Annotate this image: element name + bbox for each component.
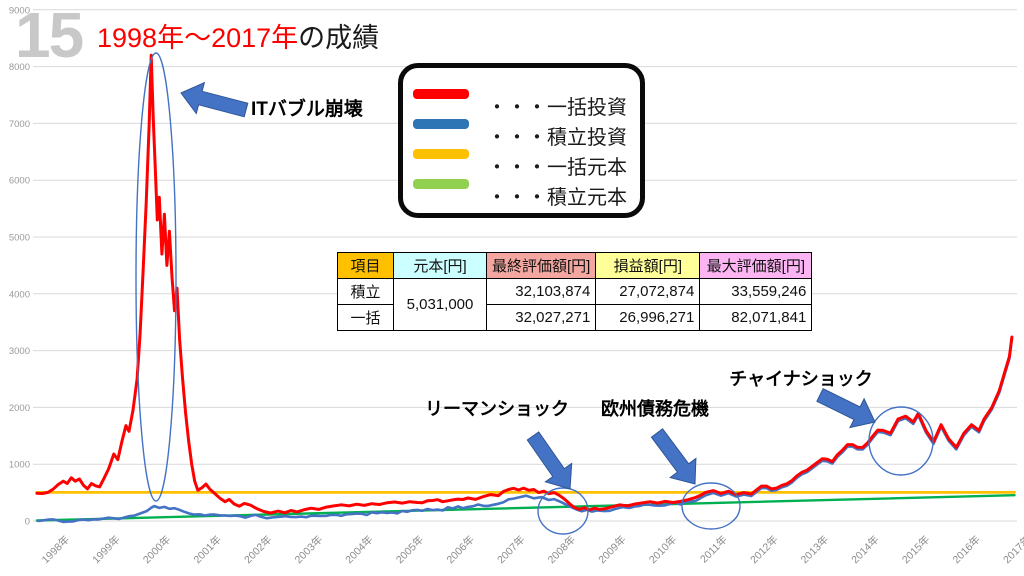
y-axis-label: 6000 (9, 176, 30, 187)
highlight-ellipse (868, 406, 934, 476)
x-axis-label: 2005年 (393, 533, 426, 566)
highlight-ellipse (537, 487, 589, 535)
highlight-ellipse (681, 482, 741, 530)
y-axis-label: 7000 (9, 119, 30, 130)
x-axis-label: 1999年 (90, 533, 123, 566)
page-title: 1998年～2017年の成績 (97, 16, 379, 55)
x-axis-label: 1998年 (39, 533, 72, 566)
x-axis-label: 2001年 (191, 533, 224, 566)
x-axis-label: 2017年 (1000, 533, 1024, 566)
page-title-suffix: の成績 (298, 23, 380, 53)
results-table: 項目 元本[円] 最終評価額[円] 損益額[円] 最大評価額[円] 積立 5,0… (337, 252, 813, 331)
y-axis-label: 8000 (9, 62, 30, 73)
x-axis-label: 2016年 (950, 533, 983, 566)
annotation-label: リーマンショック (425, 399, 569, 419)
cell-profit-lump-sum: 26,996,271 (595, 304, 701, 331)
legend-label: ・・・一括投資 (487, 97, 627, 119)
x-axis-label: 2015年 (899, 533, 932, 566)
annotation-arrow-icon (180, 81, 249, 118)
y-axis-label: 1000 (9, 460, 30, 471)
y-axis-label: 3000 (9, 346, 30, 357)
series-積立元本 (35, 494, 1016, 522)
cell-max-installment: 33,559,246 (699, 278, 813, 305)
table-header-item: 項目 (337, 252, 394, 279)
y-axis-label: 2000 (9, 403, 30, 414)
cell-item-installment: 積立 (337, 278, 394, 305)
annotation-label: チャイナショック (729, 369, 872, 389)
series-積立投資 (36, 337, 1014, 524)
table-header-final-value: 最終評価額[円] (485, 252, 597, 279)
table-header-principal: 元本[円] (393, 252, 487, 279)
annotation-label: ITバブル崩壊 (251, 97, 364, 120)
table-header-max-value: 最大評価額[円] (699, 252, 813, 279)
legend-swatch-blue (413, 119, 469, 129)
table-row-lump-sum: 一括 32,027,271 26,996,271 82,071,841 (337, 304, 813, 331)
cell-final-installment: 32,103,874 (485, 278, 597, 305)
annotation-arrow-icon (650, 428, 697, 485)
x-axis-label: 2013年 (798, 533, 831, 566)
x-axis-label: 2010年 (646, 533, 679, 566)
page-title-years: 1998年～2017年 (97, 23, 299, 53)
cell-principal: 5,031,000 (393, 278, 487, 331)
table-header-row: 項目 元本[円] 最終評価額[円] 損益額[円] 最大評価額[円] (337, 252, 813, 279)
cell-final-lump-sum: 32,027,271 (485, 304, 597, 331)
x-axis-label: 2009年 (596, 533, 629, 566)
cell-max-lump-sum: 82,071,841 (699, 304, 813, 331)
x-axis-label: 2006年 (444, 533, 477, 566)
legend-swatch-red (413, 89, 469, 99)
y-axis-label: 9000 (9, 5, 30, 16)
legend-label: ・・・一括元本 (487, 157, 627, 179)
x-axis-label: 2002年 (241, 533, 274, 566)
legend-label: ・・・積立投資 (487, 127, 627, 149)
x-axis-label: 2000年 (140, 533, 173, 566)
legend-box: ・・・一括投資 ・・・積立投資 ・・・一括元本 ・・・積立元本 (398, 63, 645, 218)
x-axis-label: 2008年 (545, 533, 578, 566)
x-axis-label: 2014年 (849, 533, 882, 566)
legend-swatch-green (413, 179, 469, 189)
x-axis-label: 2003年 (292, 533, 325, 566)
y-axis-label: 4000 (9, 289, 30, 300)
annotation-arrow-icon (526, 431, 573, 490)
cell-profit-installment: 27,072,874 (595, 278, 701, 305)
table-row-installment: 積立 5,031,000 32,103,874 27,072,874 33,55… (337, 278, 813, 331)
legend-item-lump-sum-investment: ・・・一括投資 (403, 86, 640, 119)
x-axis-label: 2012年 (747, 533, 780, 566)
x-axis-label: 2004年 (343, 533, 376, 566)
legend-item-installment-principal: ・・・積立元本 (403, 176, 640, 209)
y-axis-label: 0 (25, 517, 30, 528)
y-axis-label: 5000 (9, 233, 30, 244)
legend-item-installment-investment: ・・・積立投資 (403, 116, 640, 149)
cell-item-lump-sum: 一括 (337, 304, 394, 331)
legend-label: ・・・積立元本 (487, 187, 627, 209)
table-header-profit: 損益額[円] (595, 252, 701, 279)
page-number: 15 (15, 0, 84, 71)
annotation-label: 欧州債務危機 (601, 398, 709, 419)
x-axis-label: 2011年 (697, 533, 730, 566)
highlight-ellipse (135, 52, 177, 502)
legend-item-lump-sum-principal: ・・・一括元本 (403, 146, 640, 179)
annotation-arrow-icon (816, 388, 876, 429)
x-axis-label: 2007年 (494, 533, 527, 566)
legend-swatch-orange (413, 149, 469, 159)
series-一括投資 (35, 53, 1014, 515)
